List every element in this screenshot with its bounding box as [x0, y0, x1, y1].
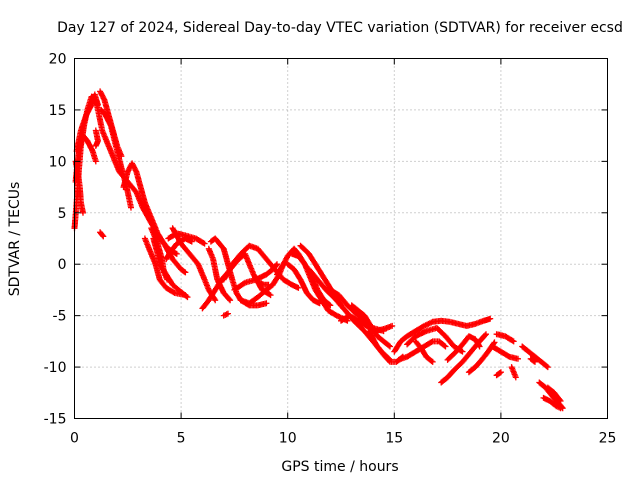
series-track-26 — [284, 261, 323, 307]
data-point-markers — [73, 91, 101, 155]
series-track-9 — [120, 160, 189, 276]
axes: 0 5 10 15 20 25 -15 -10 -5 0 5 10 15 20 — [44, 52, 617, 447]
y-tick-label: -10 — [44, 360, 67, 376]
series-track-44 — [508, 364, 519, 381]
series-track-43 — [493, 369, 504, 379]
data-points — [71, 88, 566, 412]
data-point-markers — [444, 333, 483, 363]
x-tick-label: 25 — [599, 431, 617, 447]
chart-title: Day 127 of 2024, Sidereal Day-to-day VTE… — [57, 20, 623, 36]
y-tick-label: 20 — [49, 52, 67, 68]
data-point-markers — [220, 310, 231, 319]
data-point-markers — [120, 160, 189, 276]
series-track-37 — [412, 338, 436, 365]
series-track-45 — [519, 343, 551, 371]
series-track-4 — [73, 91, 101, 155]
series-track-19 — [220, 310, 231, 319]
series-track-47 — [536, 379, 566, 412]
series-track-41 — [489, 343, 521, 362]
y-tick-label: -15 — [44, 412, 67, 428]
series-track-15 — [163, 235, 195, 263]
series-track-24 — [257, 279, 272, 288]
data-point-markers — [92, 127, 101, 149]
x-tick-label: 20 — [492, 431, 510, 447]
data-point-markers — [540, 394, 564, 412]
series-track-32 — [348, 302, 393, 350]
x-tick-label: 0 — [70, 431, 79, 447]
data-point-markers — [284, 261, 323, 307]
data-point-markers — [527, 355, 538, 365]
data-point-markers — [544, 384, 564, 404]
series-track-39 — [444, 333, 483, 363]
y-tick-label: 0 — [58, 257, 67, 273]
data-point-markers — [391, 315, 494, 355]
series-track-48 — [540, 394, 564, 412]
x-axis-label: GPS time / hours — [281, 459, 398, 475]
plot-frame — [74, 58, 608, 419]
data-point-markers — [97, 229, 107, 240]
y-axis-label: SDTVAR / TECUs — [7, 182, 23, 297]
series-track-42 — [493, 331, 517, 345]
series-track-5 — [92, 127, 101, 149]
y-tick-label: 5 — [58, 206, 67, 222]
data-point-markers — [489, 343, 521, 362]
series-track-17 — [205, 245, 234, 304]
x-tick-label: 10 — [279, 431, 297, 447]
series-track-34 — [391, 315, 494, 355]
data-point-markers — [519, 343, 551, 371]
data-point-markers — [205, 245, 234, 304]
data-point-markers — [257, 279, 272, 288]
y-tick-label: 10 — [49, 154, 67, 170]
x-tick-label: 15 — [385, 431, 403, 447]
x-tick-label: 5 — [177, 431, 186, 447]
data-point-markers — [536, 379, 566, 412]
data-point-markers — [412, 338, 436, 365]
series-track-49 — [544, 384, 564, 404]
data-point-markers — [348, 302, 393, 350]
y-tick-label: -5 — [53, 309, 67, 325]
series-track-8 — [97, 229, 107, 240]
series-track-12 — [141, 235, 189, 299]
data-point-markers — [493, 331, 517, 345]
data-point-markers — [141, 235, 189, 299]
y-tick-label: 15 — [49, 103, 67, 119]
data-point-markers — [231, 261, 280, 293]
series-track-22 — [231, 261, 280, 293]
series-track-46 — [527, 355, 538, 365]
data-point-markers — [508, 364, 519, 381]
data-point-markers — [493, 369, 504, 379]
data-point-markers — [163, 235, 195, 263]
